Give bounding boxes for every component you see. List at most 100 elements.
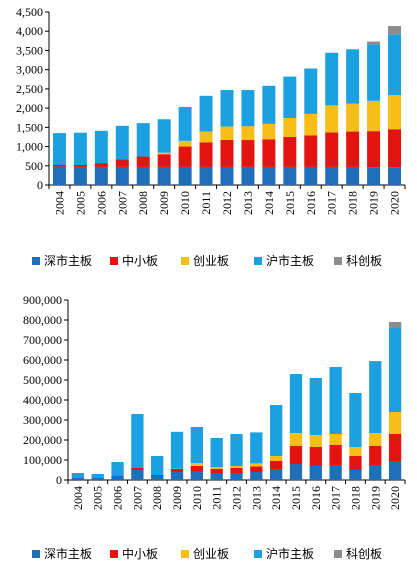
legend-swatch: [32, 550, 40, 558]
x-tick-label: 2012: [230, 486, 244, 510]
bar-segment-shanghai_main-2009: [157, 119, 171, 153]
bar-segment-shenzhen_main-2012: [220, 166, 234, 185]
bar-segment-shanghai_main-2005: [73, 132, 87, 166]
market-cap-chart: 0 100,000 200,000 300,000 400,000 500,000 600,…: [23, 293, 406, 561]
bar-segment-shenzhen_main-2013: [241, 166, 255, 185]
bar-segment-shenzhen_main-2010: [178, 166, 192, 185]
x-tick-label: 2019: [368, 486, 382, 510]
bar-segment-shenzhen_main-2009: [157, 166, 171, 185]
y-tick-label: 0: [56, 473, 62, 487]
bar-segment-shenzhen_main-2019: [367, 167, 381, 185]
x-tick-label: 2004: [71, 486, 85, 510]
bar-segment-sme-2017: [325, 132, 339, 167]
bar-segment-shenzhen_main-2016: [304, 166, 318, 185]
bar-segment-sme-2018: [346, 131, 360, 167]
x-tick-label: 2020: [388, 486, 402, 510]
bar-segment-sme-2016: [309, 447, 322, 466]
x-tick-label: 2014: [269, 486, 283, 510]
bar-segment-sme-2008: [136, 156, 150, 167]
x-tick-label: 2010: [178, 191, 192, 215]
legend-label: 沪市主板: [266, 253, 314, 268]
bar-segment-sme-2012: [220, 140, 234, 167]
bar-segment-sme-2009: [170, 469, 184, 472]
bar-segment-shanghai_main-2004: [71, 473, 85, 478]
y-tick-label: 3,000: [16, 63, 43, 77]
bar-segment-shanghai_main-2006: [94, 130, 108, 164]
bar-segment-shenzhen_main-2004: [71, 477, 85, 480]
bar-segment-shenzhen_main-2017: [329, 465, 342, 480]
bar-segment-shenzhen_main-2005: [73, 166, 87, 185]
bar-segment-chinext-2017: [329, 434, 342, 445]
y-tick-label: 4,500: [16, 5, 43, 19]
bar-segment-chinext-2016: [309, 435, 322, 447]
bar-segment-shanghai_main-2008: [136, 123, 150, 157]
x-tick-label: 2013: [241, 191, 255, 215]
bar-segment-sme-2009: [157, 154, 171, 167]
bar-segment-shenzhen_main-2016: [309, 466, 322, 480]
bar-segment-sme-2011: [210, 469, 223, 473]
bar-segment-sme-2013: [250, 466, 263, 472]
bar-segment-shanghai_main-2010: [190, 427, 203, 463]
y-tick-label: 600,000: [23, 353, 62, 367]
bar-segment-chinext-2019: [367, 100, 381, 132]
bar-segment-sme-2004: [52, 165, 66, 167]
bar-segment-chinext-2009: [157, 152, 171, 155]
x-tick-label: 2016: [304, 191, 318, 215]
bar-segment-star-2020: [388, 26, 402, 35]
bar-segment-chinext-2018: [349, 447, 362, 456]
bar-segment-shenzhen_main-2015: [283, 166, 297, 185]
x-tick-label: 2009: [157, 191, 171, 215]
legend-swatch: [181, 257, 189, 265]
x-tick-label: 2004: [52, 191, 66, 215]
bar-segment-sme-2014: [270, 461, 283, 469]
y-tick-label: 3,500: [16, 43, 43, 57]
legend-swatch: [254, 257, 262, 265]
bar-segment-shenzhen_main-2009: [170, 472, 184, 480]
legend-swatch: [32, 257, 40, 265]
y-tick-label: 100,000: [23, 453, 62, 467]
legend-label: 深市主板: [44, 253, 92, 268]
legend-label: 科创板: [346, 547, 382, 561]
bar-segment-chinext-2018: [346, 103, 360, 132]
bar-segment-shenzhen_main-2020: [388, 167, 402, 185]
legend-label: 科创板: [346, 254, 382, 268]
bar-segment-shanghai_main-2012: [230, 434, 243, 466]
x-tick-label: 2019: [367, 191, 381, 215]
bar-segment-shanghai_main-2020: [388, 34, 402, 96]
x-tick-label: 2006: [94, 191, 108, 215]
y-tick-label: 2,500: [16, 82, 43, 96]
bar-segment-sme-2016: [304, 135, 318, 167]
bar-segment-star-2019: [367, 41, 381, 45]
bar-segment-sme-2019: [369, 446, 382, 465]
bar-segment-chinext-2020: [388, 412, 402, 434]
bar-segment-chinext-2012: [220, 126, 234, 141]
y-tick-label: 500,000: [23, 373, 62, 387]
bar-segment-shanghai_main-2014: [262, 85, 276, 124]
bar-segment-sme-2020: [388, 434, 402, 461]
bar-segment-shanghai_main-2004: [52, 133, 66, 166]
x-tick-label: 2008: [150, 486, 164, 510]
bar-segment-shanghai_main-2016: [309, 378, 322, 435]
bar-segment-chinext-2012: [230, 466, 243, 468]
bar-segment-star-2020: [388, 322, 402, 328]
legend-label: 创业板: [193, 254, 229, 268]
bar-segment-shanghai_main-2017: [329, 367, 342, 434]
bar-segment-shenzhen_main-2004: [52, 166, 66, 185]
bar-segment-shanghai_main-2020: [388, 328, 402, 412]
bar-segment-sme-2015: [283, 136, 297, 167]
bar-segment-chinext-2019: [369, 433, 382, 446]
bar-segment-shanghai_main-2018: [346, 49, 360, 104]
legend-label: 深市主板: [44, 546, 92, 561]
bar-segment-sme-2012: [230, 468, 243, 473]
bar-segment-shanghai_main-2011: [210, 438, 223, 467]
x-tick-label: 2017: [329, 486, 343, 510]
bar-segment-shanghai_main-2018: [349, 393, 362, 447]
bar-segment-shanghai_main-2007: [131, 414, 144, 468]
bar-segment-sme-2015: [289, 446, 303, 464]
y-tick-label: 200,000: [23, 433, 62, 447]
bar-segment-chinext-2020: [388, 95, 402, 130]
bar-segment-chinext-2010: [178, 140, 192, 147]
x-tick-label: 2009: [170, 486, 184, 510]
bar-segment-shenzhen_main-2014: [262, 166, 276, 185]
bar-segment-shenzhen_main-2007: [115, 166, 129, 185]
